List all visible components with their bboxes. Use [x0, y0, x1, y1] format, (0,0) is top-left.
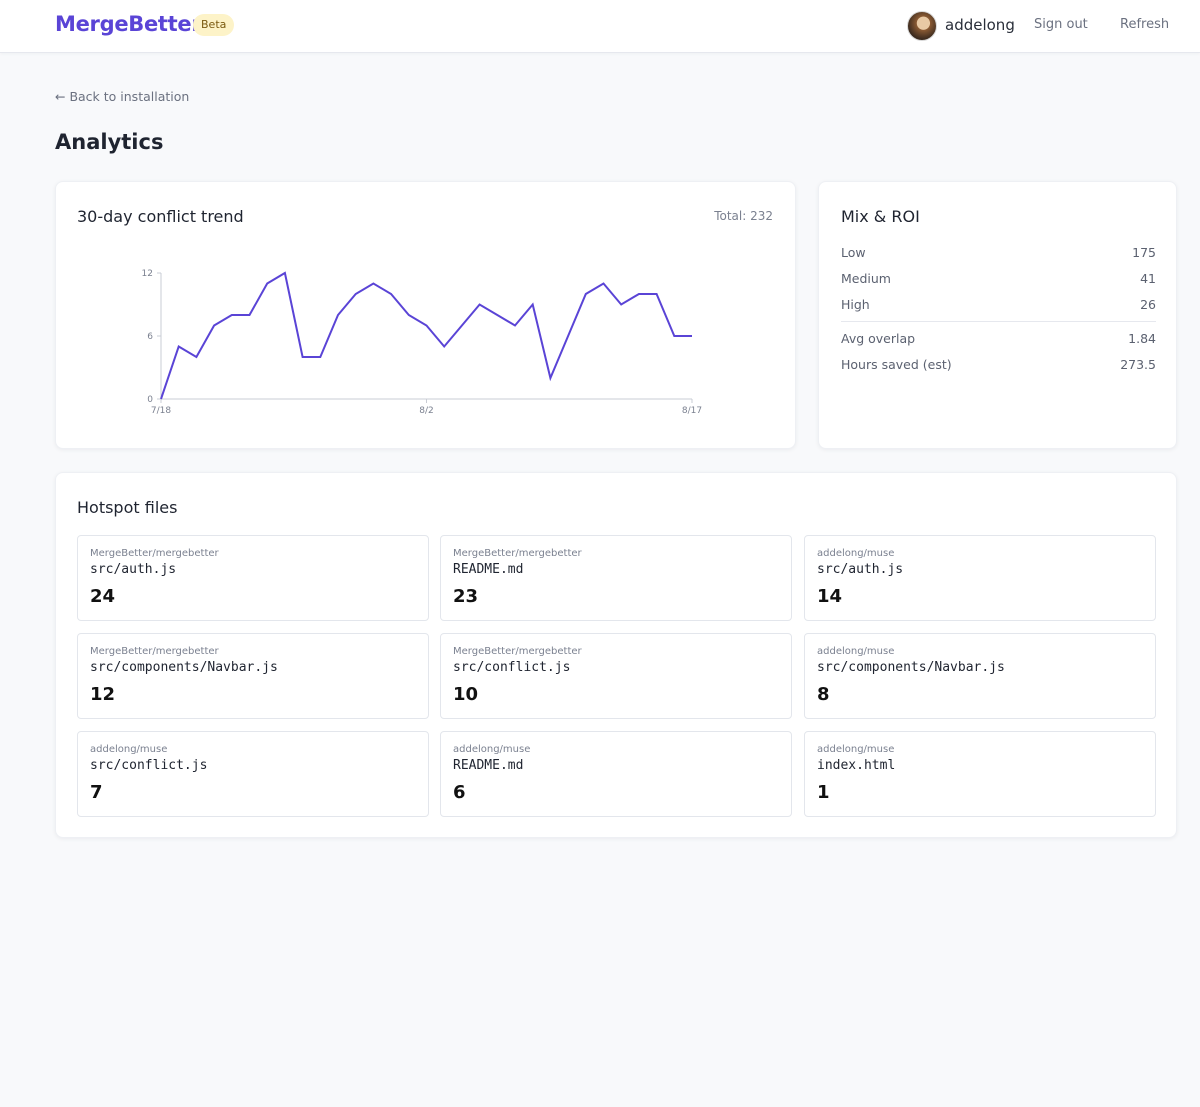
- hotspot-file-card[interactable]: MergeBetter/mergebetter src/components/N…: [77, 633, 429, 719]
- roi-row-low: Low 175: [841, 245, 1156, 265]
- roi-value: 26: [1140, 297, 1156, 312]
- roi-label: Medium: [841, 271, 891, 286]
- hotspot-card-title: Hotspot files: [77, 498, 178, 517]
- file-repo: addelong/muse: [90, 744, 168, 755]
- file-repo: addelong/muse: [817, 548, 895, 559]
- file-conflict-count: 7: [90, 782, 103, 803]
- file-conflict-count: 23: [453, 586, 479, 607]
- roi-value: 273.5: [1120, 357, 1156, 372]
- x-tick-label: 8/17: [682, 406, 702, 416]
- file-repo: MergeBetter/mergebetter: [453, 548, 582, 559]
- y-tick-label: 6: [147, 332, 153, 342]
- file-repo: MergeBetter/mergebetter: [90, 548, 219, 559]
- file-path: src/components/Navbar.js: [90, 660, 278, 675]
- roi-card: Mix & ROI Low 175 Medium 41 High 26 Avg …: [818, 181, 1177, 449]
- brand-logo[interactable]: MergeBetter: [55, 12, 202, 36]
- refresh-link[interactable]: Refresh: [1120, 17, 1170, 32]
- y-tick-label: 0: [147, 395, 153, 405]
- trend-chart: 0 6 12 7/18 8/2 8/17: [142, 269, 703, 416]
- roi-value: 41: [1140, 271, 1156, 286]
- roi-label: High: [841, 297, 870, 312]
- roi-label: Hours saved (est): [841, 357, 952, 372]
- roi-row-high: High 26: [841, 297, 1156, 317]
- file-repo: addelong/muse: [817, 646, 895, 657]
- hotspot-file-card[interactable]: MergeBetter/mergebetter README.md 23: [440, 535, 792, 621]
- file-conflict-count: 6: [453, 782, 466, 803]
- x-tick-label: 8/2: [419, 406, 433, 416]
- roi-row-medium: Medium 41: [841, 271, 1156, 291]
- file-path: README.md: [453, 758, 524, 773]
- hotspot-card: Hotspot files MergeBetter/mergebetter sr…: [55, 472, 1177, 838]
- roi-card-title: Mix & ROI: [841, 207, 920, 226]
- roi-value: 1.84: [1128, 331, 1156, 346]
- file-conflict-count: 8: [817, 684, 830, 705]
- file-path: src/auth.js: [90, 562, 177, 577]
- page-title: Analytics: [55, 130, 164, 154]
- roi-row-hours-saved: Hours saved (est) 273.5: [841, 357, 1156, 377]
- avatar[interactable]: [907, 11, 937, 41]
- roi-row-avg-overlap: Avg overlap 1.84: [841, 331, 1156, 351]
- file-path: index.html: [817, 758, 896, 773]
- file-path: README.md: [453, 562, 524, 577]
- file-conflict-count: 14: [817, 586, 843, 607]
- back-to-installation-link[interactable]: ← Back to installation: [55, 89, 190, 104]
- file-path: src/conflict.js: [453, 660, 571, 675]
- x-tick-label: 7/18: [151, 406, 171, 416]
- top-bar: MergeBetter Beta addelong Sign out Refre…: [0, 0, 1200, 53]
- sign-out-link[interactable]: Sign out: [1034, 17, 1088, 32]
- file-repo: MergeBetter/mergebetter: [453, 646, 582, 657]
- file-conflict-count: 12: [90, 684, 116, 705]
- roi-divider: [841, 321, 1156, 322]
- file-path: src/conflict.js: [90, 758, 208, 773]
- beta-badge: Beta: [193, 14, 235, 36]
- hotspot-file-card[interactable]: addelong/muse src/components/Navbar.js 8: [804, 633, 1156, 719]
- file-path: src/auth.js: [817, 562, 904, 577]
- hotspot-file-card[interactable]: MergeBetter/mergebetter src/auth.js 24: [77, 535, 429, 621]
- y-tick-label: 12: [142, 269, 153, 279]
- file-repo: MergeBetter/mergebetter: [90, 646, 219, 657]
- file-conflict-count: 1: [817, 782, 830, 803]
- file-repo: addelong/muse: [817, 744, 895, 755]
- trend-card-title: 30-day conflict trend: [77, 207, 244, 226]
- username: addelong: [945, 16, 1015, 34]
- file-repo: addelong/muse: [453, 744, 531, 755]
- trend-card: 30-day conflict trend Total: 232 0 6 12 7/1…: [55, 181, 796, 449]
- file-path: src/components/Navbar.js: [817, 660, 1005, 675]
- hotspot-file-card[interactable]: MergeBetter/mergebetter src/conflict.js …: [440, 633, 792, 719]
- file-conflict-count: 24: [90, 586, 116, 607]
- hotspot-file-card[interactable]: addelong/muse src/auth.js 14: [804, 535, 1156, 621]
- roi-label: Low: [841, 245, 866, 260]
- roi-label: Avg overlap: [841, 331, 916, 346]
- hotspot-file-card[interactable]: addelong/muse src/conflict.js 7: [77, 731, 429, 817]
- roi-value: 175: [1132, 245, 1156, 260]
- file-conflict-count: 10: [453, 684, 479, 705]
- series-line: [160, 271, 692, 400]
- hotspot-file-card[interactable]: addelong/muse index.html 1: [804, 731, 1156, 817]
- trend-total: Total: 232: [714, 209, 773, 223]
- hotspot-file-card[interactable]: addelong/muse README.md 6: [440, 731, 792, 817]
